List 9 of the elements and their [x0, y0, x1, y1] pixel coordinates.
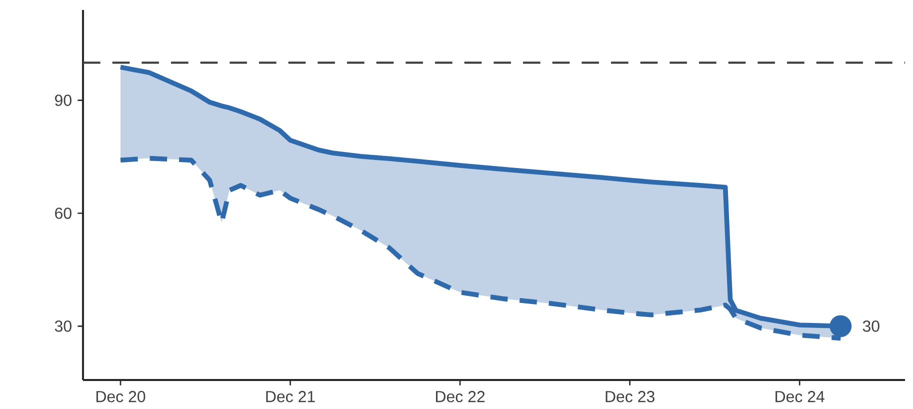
y-tick-label: 60 — [55, 208, 72, 219]
x-tick-label: Dec 23 — [606, 390, 654, 402]
x-tick-label: Dec 21 — [266, 390, 315, 402]
x-tick-label: Dec 20 — [96, 390, 146, 402]
x-tick-label: Dec 22 — [436, 390, 485, 402]
data-label: 30 — [862, 320, 880, 332]
y-tick-label: 30 — [54, 320, 72, 332]
y-tick-label: 90 — [55, 94, 72, 106]
x-tick-label: Dec 24 — [776, 390, 824, 402]
